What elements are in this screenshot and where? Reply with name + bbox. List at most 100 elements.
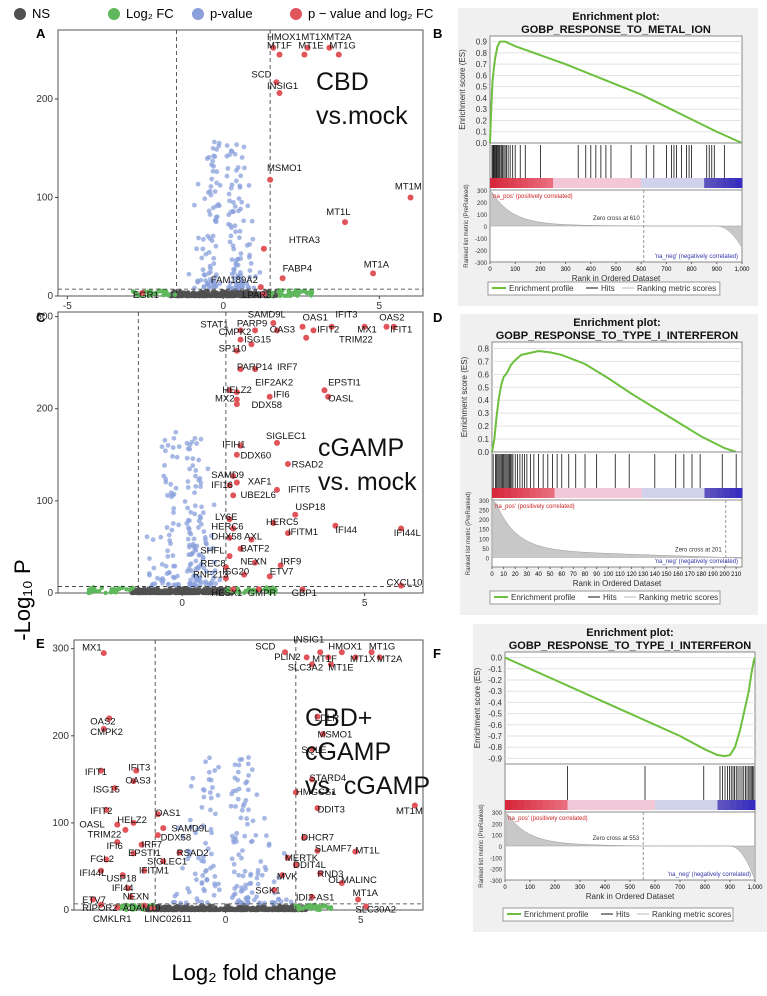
rank-color-bar-segment: [698, 800, 706, 810]
es-tick-label: -0.4: [488, 698, 502, 707]
pval-point: [165, 492, 170, 498]
rank-color-bar-segment: [511, 800, 518, 810]
gene-label: MX1: [357, 324, 377, 335]
rank-color-bar-segment: [604, 488, 612, 498]
pval-point: [200, 267, 206, 273]
rank-color-bar-segment: [710, 488, 718, 498]
rank-color-bar-segment: [597, 178, 604, 188]
pval-point: [238, 815, 244, 821]
metric-axis-label: Ranked list metric (PreRanked): [479, 804, 485, 887]
pval-point: [188, 577, 193, 583]
pval-point: [187, 466, 193, 472]
pval-point: [211, 502, 217, 508]
pval-point: [258, 859, 264, 864]
pval-point: [249, 838, 255, 844]
ns-point: [244, 907, 249, 912]
fc-point: [146, 293, 151, 298]
fc-point: [292, 291, 298, 297]
pval-point: [229, 225, 234, 230]
point-ifitm1: [141, 867, 148, 874]
panel-letter-c: C: [36, 310, 46, 325]
x-tick-label: 200: [550, 885, 561, 891]
rank-color-bar-segment: [623, 488, 630, 498]
point-ddx60: [233, 451, 240, 458]
pval-point: [162, 463, 167, 468]
pval-point: [198, 436, 204, 442]
pval-point: [243, 886, 248, 891]
point-rsad2: [176, 849, 183, 856]
gene-label: OASL: [79, 819, 104, 830]
pval-point: [204, 877, 210, 883]
pval-point: [193, 473, 198, 479]
x-tick-label: 1,000: [734, 267, 750, 273]
pval-point: [207, 755, 212, 761]
y-tick-label: 300: [36, 312, 53, 323]
rank-color-bar-segment: [641, 178, 648, 188]
rank-color-bar-segment: [490, 178, 497, 188]
rank-color-bar-segment: [540, 178, 548, 188]
pval-point: [246, 807, 251, 813]
pval-point: [186, 853, 192, 859]
pval-point: [216, 887, 222, 893]
rank-color-bar-segment: [630, 800, 637, 810]
pval-point: [251, 897, 257, 903]
gene-label: IFIT1: [390, 324, 412, 335]
rank-color-bar-segment: [723, 178, 730, 188]
point-irf7: [138, 841, 145, 848]
legend-hits: Hits: [616, 910, 630, 919]
gene-label: IFIT2: [90, 806, 112, 817]
ns-point: [270, 907, 275, 913]
legend-swatch: [290, 8, 302, 20]
pval-point: [210, 205, 216, 211]
rank-color-bar-segment: [517, 800, 525, 810]
point-ifit2: [103, 806, 110, 813]
panel-letter-b: B: [433, 26, 442, 41]
ns-point: [176, 589, 182, 594]
gsea-panel-f: Enrichment plot:GOBP_RESPONSE_TO_TYPE_I_…: [473, 624, 767, 932]
gene-label: SAMD9L: [171, 824, 209, 835]
rank-color-bar-segment: [622, 178, 630, 188]
point-oas1: [299, 323, 306, 330]
pval-point: [196, 855, 201, 861]
gsea-panel-b: Enrichment plot:GOBP_RESPONSE_TO_METAL_I…: [458, 8, 758, 306]
pval-point: [196, 457, 202, 463]
gene-label: OAS3: [270, 324, 295, 335]
rank-color-bar-segment: [523, 800, 531, 810]
ns-point: [218, 586, 223, 592]
pval-point: [166, 532, 172, 538]
pval-point: [185, 518, 191, 523]
x-tick-label: 120: [627, 572, 638, 578]
pval-point: [200, 873, 206, 878]
ns-point: [201, 907, 207, 913]
pval-point: [249, 767, 255, 773]
rank-color-bar-segment: [634, 178, 642, 188]
gene-label: ISG15: [244, 334, 271, 345]
point-oas2: [383, 323, 390, 330]
rank-color-bar-segment: [535, 488, 543, 498]
point-mt1g: [335, 51, 342, 58]
point-insig1: [276, 90, 283, 97]
gene-label: EPSTI1: [328, 378, 361, 389]
metric-tick-label: 200: [492, 822, 503, 828]
rank-color-bar-segment: [648, 488, 655, 498]
rank-color-bar-segment: [529, 488, 537, 498]
ns-point: [166, 907, 171, 913]
x-tick-label: 30: [524, 572, 531, 578]
legend-swatch: [192, 8, 204, 20]
ns-point: [156, 907, 161, 912]
rank-color-bar-segment: [616, 178, 623, 188]
rank-color-bar-segment: [598, 800, 606, 810]
comparison-label: CBD: [316, 68, 369, 96]
point-oas1: [154, 811, 161, 818]
es-tick-label: 0.7: [478, 357, 490, 366]
pval-point: [203, 868, 209, 873]
pval-point: [247, 268, 253, 273]
legend-label: p-value: [210, 6, 253, 21]
pval-point: [211, 139, 217, 145]
pval-point: [192, 511, 198, 517]
rank-color-bar-segment: [515, 178, 522, 188]
pval-point: [172, 893, 178, 899]
rank-color-bar-segment: [598, 488, 605, 498]
gene-label: AXL: [244, 532, 262, 543]
rank-color-bar-segment: [611, 800, 618, 810]
